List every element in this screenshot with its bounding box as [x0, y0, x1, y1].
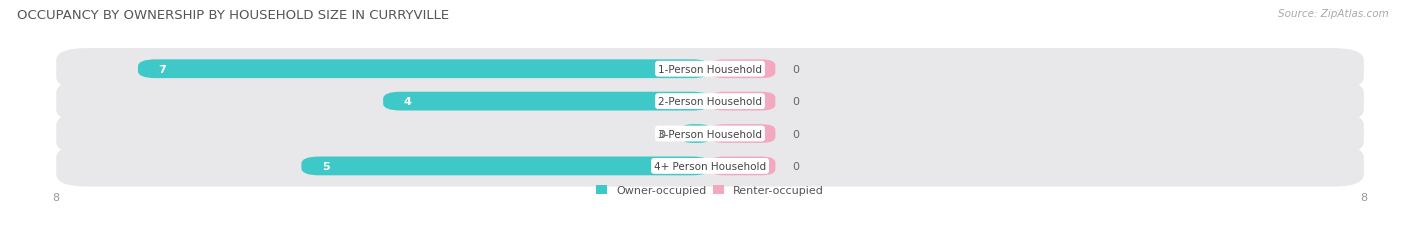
Text: 2-Person Household: 2-Person Household — [658, 97, 762, 107]
FancyBboxPatch shape — [710, 92, 776, 111]
Text: 0: 0 — [792, 64, 799, 74]
Text: 0: 0 — [792, 129, 799, 139]
FancyBboxPatch shape — [56, 113, 1364, 155]
Text: Source: ZipAtlas.com: Source: ZipAtlas.com — [1278, 9, 1389, 19]
FancyBboxPatch shape — [56, 49, 1364, 90]
FancyBboxPatch shape — [301, 157, 710, 176]
FancyBboxPatch shape — [710, 60, 776, 79]
Text: 0: 0 — [658, 129, 665, 139]
Text: OCCUPANCY BY OWNERSHIP BY HOUSEHOLD SIZE IN CURRYVILLE: OCCUPANCY BY OWNERSHIP BY HOUSEHOLD SIZE… — [17, 9, 449, 22]
FancyBboxPatch shape — [138, 60, 710, 79]
Text: 5: 5 — [322, 161, 329, 171]
FancyBboxPatch shape — [710, 157, 776, 176]
FancyBboxPatch shape — [682, 125, 710, 143]
Text: 0: 0 — [792, 161, 799, 171]
FancyBboxPatch shape — [382, 92, 710, 111]
Text: 4: 4 — [404, 97, 412, 107]
Legend: Owner-occupied, Renter-occupied: Owner-occupied, Renter-occupied — [596, 185, 824, 195]
Text: 7: 7 — [159, 64, 166, 74]
FancyBboxPatch shape — [56, 146, 1364, 187]
Text: 4+ Person Household: 4+ Person Household — [654, 161, 766, 171]
FancyBboxPatch shape — [56, 81, 1364, 122]
Text: 1-Person Household: 1-Person Household — [658, 64, 762, 74]
Text: 0: 0 — [792, 97, 799, 107]
Text: 3-Person Household: 3-Person Household — [658, 129, 762, 139]
FancyBboxPatch shape — [710, 125, 776, 143]
